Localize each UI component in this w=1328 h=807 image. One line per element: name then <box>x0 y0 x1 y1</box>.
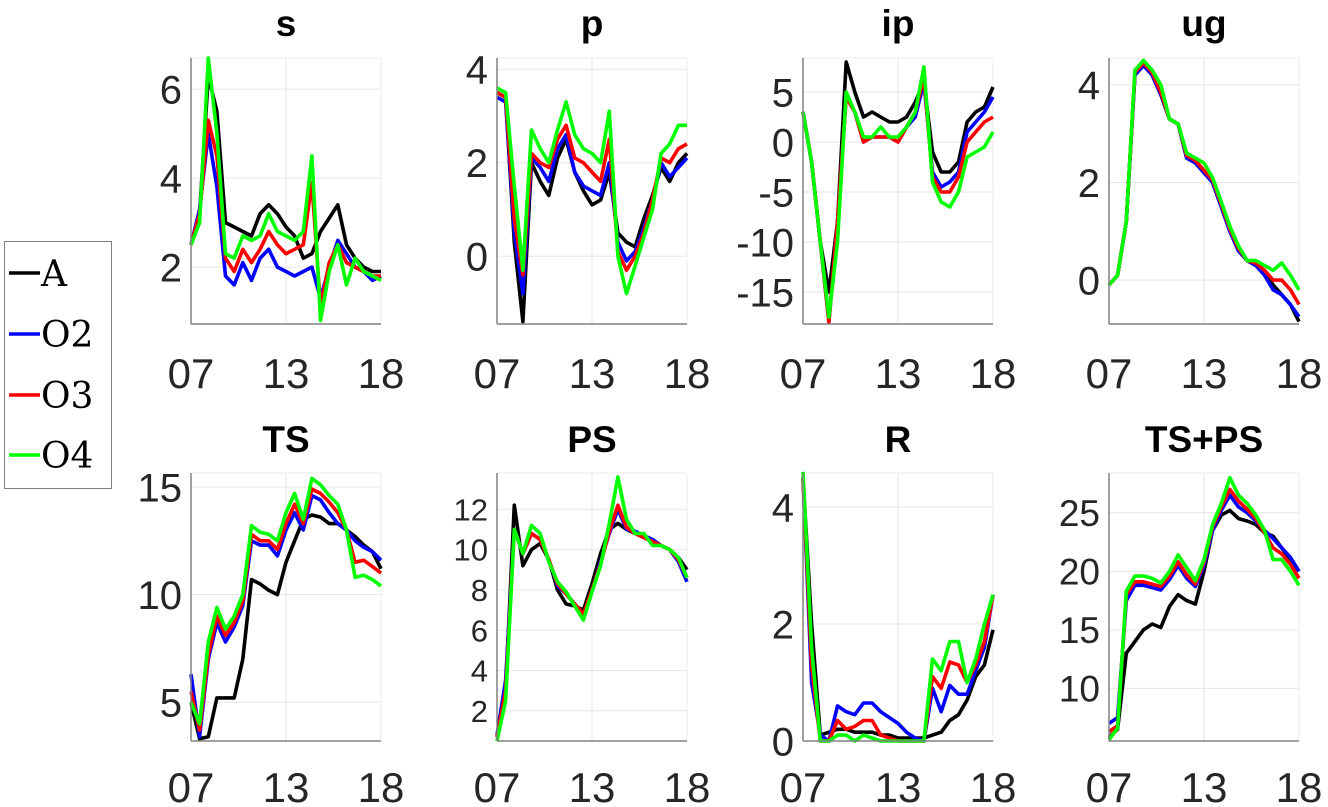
x-tick-label: 18 <box>970 350 1017 397</box>
subplot-title: TS+PS <box>1145 419 1263 460</box>
x-tick-label: 18 <box>1276 350 1323 397</box>
x-tick-label: 13 <box>569 350 616 397</box>
legend: A O2 O3 O4 <box>4 241 112 489</box>
x-tick-label: 07 <box>780 764 827 807</box>
y-tick-label: -15 <box>736 271 794 315</box>
series-line-o2 <box>189 493 383 739</box>
y-tick-label: 20 <box>1059 552 1100 593</box>
y-tick-label: 10 <box>1059 669 1100 710</box>
x-tick-label: 07 <box>474 764 521 807</box>
y-tick-label: 8 <box>471 573 488 608</box>
x-tick-label: 18 <box>358 350 405 397</box>
y-tick-label: 0 <box>466 236 488 280</box>
series-line-o4 <box>496 86 687 296</box>
legend-label: O4 <box>41 436 93 477</box>
y-tick-label: 4 <box>160 158 182 202</box>
y-tick-label: 5 <box>160 682 182 726</box>
y-tick-label: -5 <box>758 171 794 215</box>
subplot-title: p <box>581 3 604 44</box>
x-tick-label: 07 <box>168 764 215 807</box>
y-tick-label: 4 <box>471 654 488 689</box>
legend-label: A <box>40 254 68 295</box>
subplot-title: s <box>276 3 297 44</box>
subplot-title: ug <box>1181 3 1226 44</box>
x-tick-label: 13 <box>875 764 922 807</box>
x-tick-label: 18 <box>1276 764 1323 807</box>
y-tick-label: 12 <box>454 492 488 527</box>
y-tick-label: 2 <box>466 142 488 186</box>
legend-label: O3 <box>41 376 93 417</box>
legend-box <box>4 241 112 489</box>
series-line-o2 <box>801 477 995 743</box>
subplot-p: 0 2 4 07 13 18 p <box>466 3 711 397</box>
legend-label: O2 <box>41 315 93 356</box>
y-tick-label: 10 <box>138 574 183 618</box>
y-tick-label: 2 <box>772 603 794 647</box>
y-tick-label: 4 <box>772 486 794 530</box>
x-tick-label: 18 <box>970 764 1017 807</box>
x-tick-label: 07 <box>474 350 521 397</box>
subplot-ts: 5 10 15 07 13 18 TS <box>138 419 405 807</box>
x-tick-label: 07 <box>1086 764 1133 807</box>
y-tick-label: 0 <box>772 121 794 165</box>
x-tick-label: 18 <box>664 350 711 397</box>
y-tick-label: 6 <box>160 69 182 113</box>
x-tick-label: 13 <box>1181 764 1228 807</box>
series-line-o4 <box>1107 475 1301 741</box>
y-tick-label: 15 <box>1059 610 1100 651</box>
y-tick-label: 4 <box>466 49 488 93</box>
y-tick-label: 0 <box>1078 259 1100 303</box>
x-tick-label: 18 <box>664 764 711 807</box>
x-tick-label: 13 <box>1181 350 1228 397</box>
x-tick-label: 13 <box>875 350 922 397</box>
series-line-a <box>189 74 381 274</box>
x-tick-label: 07 <box>168 350 215 397</box>
series-line-o4 <box>189 476 383 726</box>
subplot-title: ip <box>882 3 915 44</box>
x-tick-label: 18 <box>358 764 405 807</box>
x-tick-label: 13 <box>263 350 310 397</box>
subplot-r: 0 2 4 07 13 18 R <box>772 419 1017 807</box>
x-tick-label: 13 <box>263 764 310 807</box>
y-tick-label: 0 <box>772 720 794 764</box>
subplot-ps: 2 4 6 8 10 12 07 13 18 PS <box>454 419 711 807</box>
series-line-o4 <box>495 475 689 742</box>
y-tick-label: 5 <box>772 71 794 115</box>
y-tick-label: 2 <box>471 694 488 729</box>
y-tick-label: 15 <box>138 466 183 510</box>
y-tick-label: 25 <box>1059 493 1100 534</box>
x-tick-label: 13 <box>569 764 616 807</box>
subplot-ts-plus-ps: 10 15 20 25 07 13 18 TS+PS <box>1059 419 1323 807</box>
y-tick-label: 4 <box>1078 64 1100 108</box>
series-line-o4 <box>1107 58 1301 291</box>
y-tick-label: 2 <box>160 246 182 290</box>
series-line-o2 <box>189 131 382 301</box>
x-tick-label: 07 <box>780 350 827 397</box>
y-tick-label: 2 <box>1078 162 1100 206</box>
subplot-ip: -15 -10 -5 0 5 07 13 18 ip <box>736 3 1016 397</box>
series-line-o4 <box>801 65 995 319</box>
y-tick-label: 10 <box>454 533 488 568</box>
subplot-ug: 0 2 4 07 13 18 ug <box>1078 3 1323 397</box>
series-line-o4 <box>189 56 382 323</box>
subplot-title: TS <box>262 419 309 460</box>
subplot-s: 2 4 6 07 13 18 s <box>160 3 405 397</box>
subplot-title: R <box>885 419 912 460</box>
y-tick-label: 6 <box>471 613 488 648</box>
x-tick-label: 07 <box>1086 350 1133 397</box>
y-tick-label: -10 <box>736 221 794 265</box>
subplot-title: PS <box>567 419 616 460</box>
